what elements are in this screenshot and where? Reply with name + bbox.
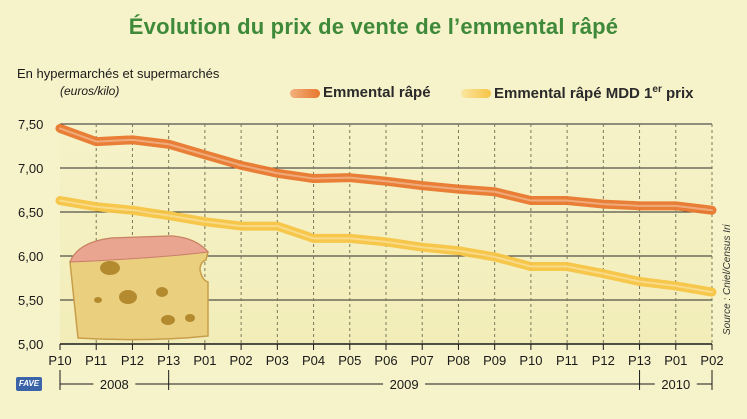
year-label: 2008 [100, 377, 129, 392]
x-tick-label: P07 [411, 353, 434, 368]
source-note: Source : Cniel/Census Iri [722, 224, 733, 335]
chart-subtitle: En hypermarchés et supermarchés [17, 66, 220, 81]
y-tick-label: 5,00 [18, 337, 43, 352]
chart-title: Évolution du prix de vente de l’emmental… [128, 14, 619, 39]
year-axis: 2008 2009 2010 [59, 370, 713, 392]
y-tick-label: 7,50 [18, 117, 43, 132]
vertical-gridlines [95, 124, 713, 344]
legend-label-emmental: Emmental râpé [323, 84, 431, 101]
x-tick-label: P09 [483, 353, 506, 368]
publisher-logo: FAVE [16, 377, 42, 391]
x-tick-label: P13 [157, 353, 180, 368]
x-tick-label: P03 [266, 353, 289, 368]
x-tick-label: P10 [48, 353, 71, 368]
y-tick-labels: 5,00 5,50 6,00 6,50 7,00 7,50 [18, 117, 43, 352]
y-tick-label: 7,00 [18, 161, 43, 176]
legend-swatch-emmental [290, 89, 320, 98]
x-tick-label: P01 [193, 353, 216, 368]
y-axis-unit: (euros/kilo) [60, 84, 120, 98]
series-highlight-2 [59, 199, 713, 294]
series-line-2 [55, 196, 717, 297]
x-tick-label: P13 [628, 353, 651, 368]
series-line-1 [55, 123, 717, 215]
x-tick-label: P02 [230, 353, 253, 368]
legend-label-mdd: Emmental râpé MDD 1er prix [494, 84, 694, 102]
legend-swatch-mdd [461, 89, 491, 98]
y-tick-label: 5,50 [18, 293, 43, 308]
year-label: 2010 [661, 377, 690, 392]
x-tick-label: P01 [664, 353, 687, 368]
x-tick-label: P04 [302, 353, 325, 368]
series-highlight-1 [59, 127, 713, 212]
y-tick-label: 6,50 [18, 205, 43, 220]
x-tick-label: P12 [121, 353, 144, 368]
x-tick-label: P05 [338, 353, 361, 368]
x-tick-label: P08 [447, 353, 470, 368]
cheese-illustration [69, 235, 209, 341]
x-tick-label: P10 [519, 353, 542, 368]
legend-label-mdd-main: Emmental râpé MDD 1 [494, 85, 653, 102]
legend-label-mdd-sup: er [652, 84, 662, 95]
x-axis: P10 P11 P12 P13 P01 P02 P03 P04 P05 P06 P07 P08 P09 P… [48, 343, 724, 368]
series-lines [55, 123, 717, 297]
year-label: 2009 [390, 377, 419, 392]
x-tick-label: P12 [592, 353, 615, 368]
legend-label-mdd-end: prix [661, 85, 694, 102]
y-tick-label: 6,00 [18, 249, 43, 264]
x-tick-label: P11 [556, 353, 578, 368]
x-tick-label: P02 [700, 353, 723, 368]
x-tick-label: P11 [85, 353, 107, 368]
x-tick-label: P06 [374, 353, 397, 368]
